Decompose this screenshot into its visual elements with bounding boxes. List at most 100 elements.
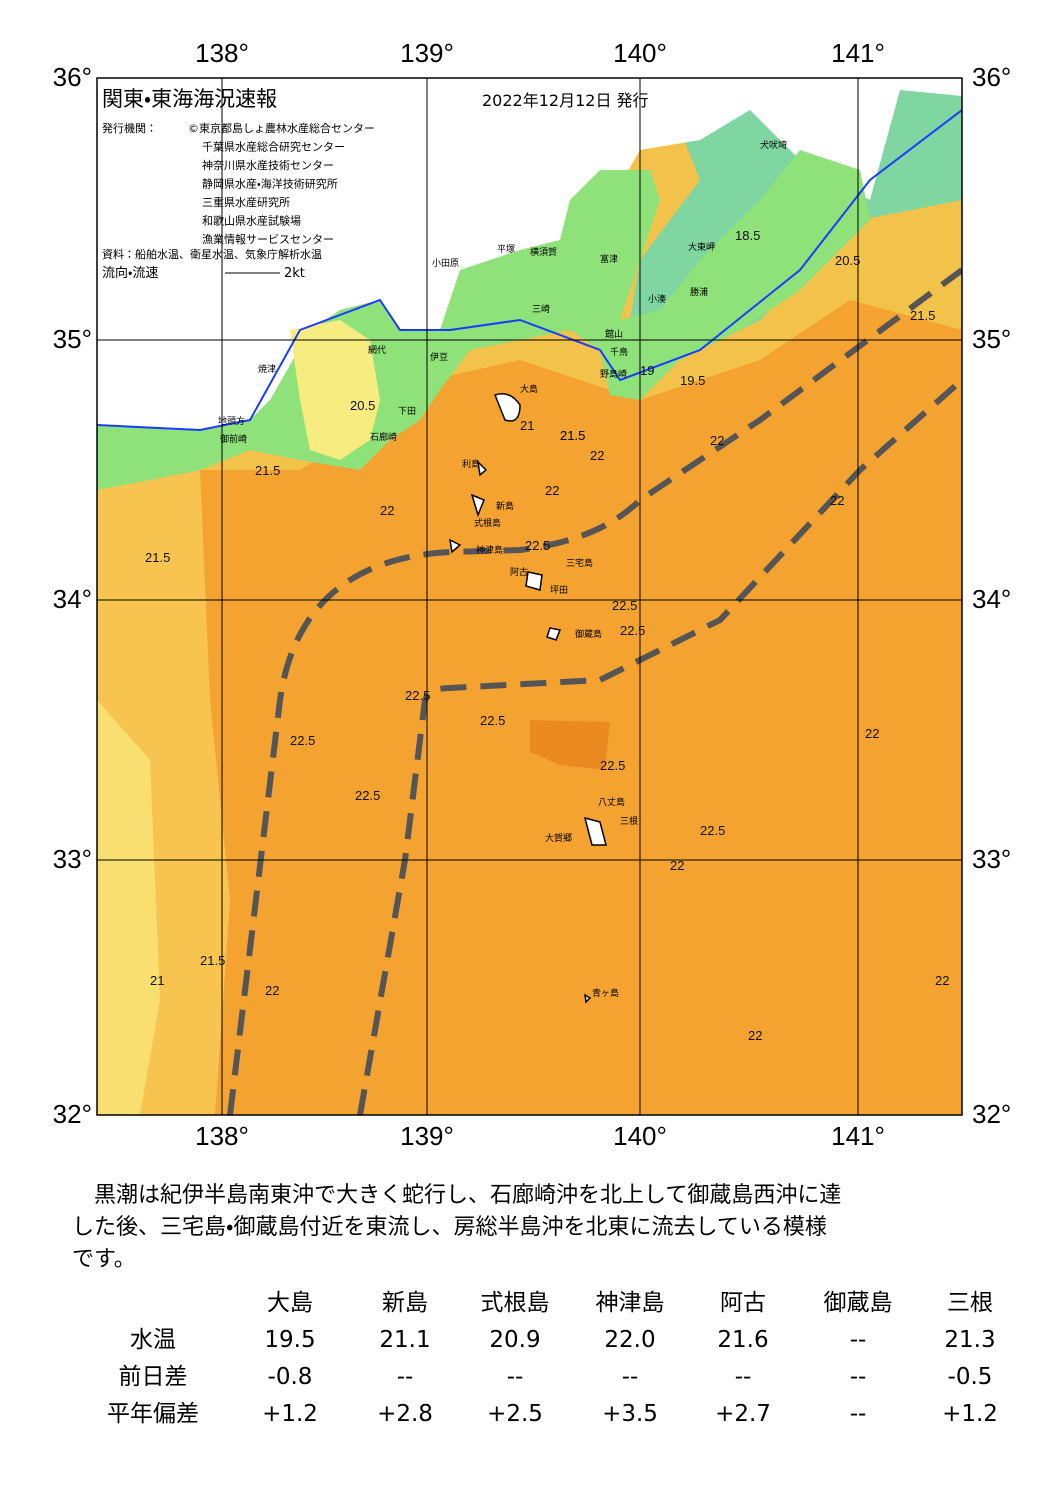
place-name: 勝浦 xyxy=(690,286,708,298)
table-cell: 21.3 xyxy=(944,1327,995,1353)
issuer: 和歌山県水産試験場 xyxy=(202,214,301,228)
lat-label: 35° xyxy=(972,324,1011,354)
table-cell: -- xyxy=(850,1401,867,1427)
issuer: 神奈川県水産技術センター xyxy=(202,158,334,172)
contour-label: 22 xyxy=(935,973,949,988)
flow-scale: 2kt xyxy=(284,266,305,281)
contour-label: 22.5 xyxy=(355,788,380,803)
coastline xyxy=(97,109,962,432)
table-cell: +3.5 xyxy=(602,1401,658,1427)
place-name: 横須賀 xyxy=(530,246,557,258)
place-name: 御蔵島 xyxy=(575,628,602,640)
place-name: 三根 xyxy=(620,815,638,827)
table-header: 神津島 xyxy=(596,1290,665,1316)
lat-label: 32° xyxy=(53,1099,92,1129)
lon-label: 141° xyxy=(831,38,885,68)
place-name: 阿古 xyxy=(510,566,528,578)
issuer-label: 発行機関： xyxy=(102,121,157,135)
table-header: 御蔵島 xyxy=(824,1290,893,1316)
graticule xyxy=(97,78,962,1115)
table-cell: 20.9 xyxy=(489,1327,540,1353)
date: 2022年12月12日 発行 xyxy=(482,91,649,110)
flow-label: 流向・流速 xyxy=(102,265,158,281)
lon-label: 140° xyxy=(613,1121,667,1151)
contour-label: 22 xyxy=(748,1028,762,1043)
contour-label: 20.5 xyxy=(835,253,860,268)
contour-label: 21.5 xyxy=(910,308,935,323)
place-name: 平塚 xyxy=(497,244,515,255)
contour-label: 22 xyxy=(265,983,279,998)
contour-label: 21.5 xyxy=(560,428,585,443)
lon-label: 140° xyxy=(613,38,667,68)
table-header: 式根島 xyxy=(481,1290,550,1316)
contour-label: 22 xyxy=(670,858,684,873)
contour-label: 21 xyxy=(520,418,534,433)
row-label: 水温 xyxy=(130,1327,176,1353)
lat-label: 36° xyxy=(972,62,1011,92)
contour-label: 22.5 xyxy=(480,713,505,728)
issuer: 静岡県水産・海洋技術研究所 xyxy=(202,177,338,191)
place-name: 伊豆 xyxy=(430,351,448,363)
place-name: 石廊崎 xyxy=(370,431,397,443)
table-cell: -0.8 xyxy=(268,1364,313,1390)
contour-label: 21 xyxy=(150,973,164,988)
lat-label: 34° xyxy=(53,584,92,614)
contour-label: 22 xyxy=(865,726,879,741)
place-name: 大島 xyxy=(520,383,538,395)
place-name: 千鳥 xyxy=(610,346,628,358)
table-cell: -- xyxy=(850,1364,867,1390)
place-name: 小湊 xyxy=(648,293,666,305)
warm-patch xyxy=(530,720,610,770)
contour-label: 22.5 xyxy=(620,623,645,638)
place-name: 利島 xyxy=(462,458,480,470)
place-name: 館山 xyxy=(605,328,623,340)
lat-label: 34° xyxy=(972,584,1011,614)
summary-line: 黒潮は紀伊半島南東沖で大きく蛇行し、石廊崎沖を北上して御蔵島西沖に達 xyxy=(94,1183,841,1208)
table-cell: +2.5 xyxy=(487,1401,543,1427)
summary-line: です。 xyxy=(72,1247,136,1272)
kuroshio-path xyxy=(227,267,962,1115)
title: 関東・東海海況速報 xyxy=(102,87,277,111)
table-header: 新島 xyxy=(382,1290,428,1316)
land xyxy=(97,150,870,490)
contour-label: 22.5 xyxy=(600,758,625,773)
place-name: 野島崎 xyxy=(600,368,627,380)
row-label: 前日差 xyxy=(119,1364,188,1390)
contour-label: 22.5 xyxy=(700,823,725,838)
place-name: 青ヶ島 xyxy=(592,987,619,999)
cool-water xyxy=(97,700,160,1115)
table-cell: -- xyxy=(507,1364,524,1390)
place-name: 大東岬 xyxy=(688,241,715,253)
issuer: ©東京都島しょ農林水産総合センター xyxy=(188,121,375,135)
place-name: 地頭方 xyxy=(218,415,245,427)
place-name: 犬吠埼 xyxy=(760,139,787,151)
contour-label: 22.5 xyxy=(405,688,430,703)
table-cell: -- xyxy=(622,1364,639,1390)
place-name: 式根島 xyxy=(474,517,501,529)
lon-label: 141° xyxy=(831,1121,885,1151)
contour-label: 22.5 xyxy=(525,538,550,553)
row-label: 平年偏差 xyxy=(107,1401,199,1427)
contour-label: 19 xyxy=(640,363,654,378)
contour-label: 19.5 xyxy=(680,373,705,388)
place-name: 坪田 xyxy=(550,585,568,596)
table-cell: +1.2 xyxy=(262,1401,318,1427)
lat-label: 32° xyxy=(972,1099,1011,1129)
lat-label: 36° xyxy=(53,62,92,92)
place-name: 下田 xyxy=(398,406,416,417)
contour-label: 22 xyxy=(830,493,844,508)
table-cell: 19.5 xyxy=(264,1327,315,1353)
contour-label: 22.5 xyxy=(612,598,637,613)
issuer: 漁業情報サービスセンター xyxy=(202,232,334,246)
contour-label: 22 xyxy=(710,433,724,448)
lon-label: 139° xyxy=(400,38,454,68)
peninsula-water xyxy=(290,320,380,460)
table-cell: -- xyxy=(397,1364,414,1390)
table-cell: -- xyxy=(850,1327,867,1353)
lon-label: 138° xyxy=(195,1121,249,1151)
table-cell: -- xyxy=(735,1364,752,1390)
contour-label: 18.5 xyxy=(735,228,760,243)
place-name: 焼津 xyxy=(258,364,276,375)
